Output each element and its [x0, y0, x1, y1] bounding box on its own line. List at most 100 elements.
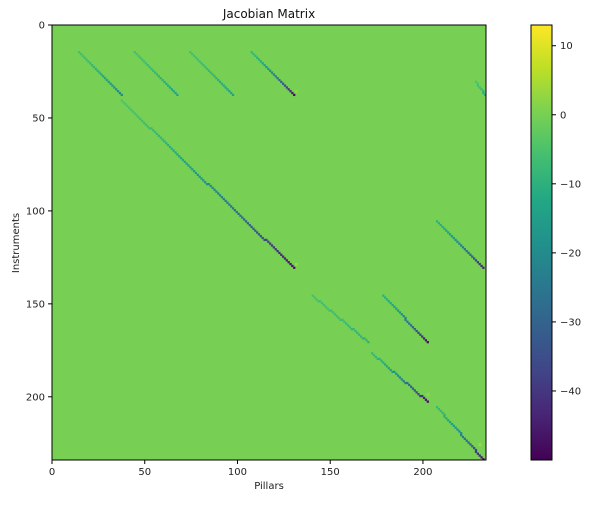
- heatmap-cell: [280, 80, 283, 84]
- heatmap-cell: [413, 389, 416, 392]
- heatmap-cell: [439, 409, 442, 413]
- heatmap-cell: [287, 261, 290, 264]
- heatmap-cell: [415, 391, 418, 394]
- heatmap-cell: [181, 158, 185, 162]
- heatmap-cell: [209, 184, 212, 188]
- heatmap-cell: [152, 129, 155, 132]
- heatmap-cell: [473, 446, 476, 450]
- heatmap-cell: [313, 296, 316, 299]
- heatmap-cell: [166, 143, 170, 147]
- heatmap-cell: [231, 93, 235, 97]
- y-tick-label: 50: [32, 113, 45, 124]
- colorbar-tick-label: −20: [560, 248, 581, 259]
- heatmap-cell: [176, 153, 179, 156]
- heatmap-cell: [458, 430, 461, 433]
- colorbar-tick-label: 10: [560, 41, 573, 52]
- heatmap-cell: [452, 424, 455, 427]
- heatmap-cell: [480, 88, 483, 91]
- heatmap-cell: [83, 56, 86, 59]
- heatmap-cell: [465, 439, 468, 442]
- heatmap-cell: [211, 73, 214, 76]
- heatmap-cell: [200, 177, 203, 180]
- heatmap-cell: [165, 142, 168, 145]
- heatmap-cell: [474, 450, 478, 453]
- heatmap-cell: [326, 307, 329, 310]
- heatmap-cell: [332, 311, 335, 314]
- heatmap-cell: [215, 77, 218, 80]
- heatmap-cell: [172, 149, 175, 152]
- heatmap-cell: [424, 398, 428, 401]
- heatmap-cell: [252, 227, 255, 230]
- heatmap-cell: [259, 235, 262, 238]
- heatmap-cell: [170, 88, 173, 91]
- heatmap-cell: [404, 381, 407, 385]
- heatmap-plot-area: [51, 24, 487, 461]
- heatmap-cell: [285, 259, 288, 262]
- heatmap-cell: [482, 90, 485, 93]
- heatmap-cell: [404, 316, 407, 320]
- heatmap-cell: [460, 244, 463, 247]
- heatmap-cell: [187, 164, 190, 167]
- heatmap-cell: [137, 116, 140, 119]
- heatmap-cell: [374, 355, 377, 359]
- heatmap-cell: [415, 329, 418, 333]
- heatmap-cell: [170, 147, 173, 150]
- heatmap-cell: [398, 311, 402, 314]
- heatmap-cell: [142, 121, 146, 124]
- heatmap-cell: [202, 179, 205, 182]
- heatmap-cell: [448, 420, 452, 424]
- heatmap-cell: [404, 318, 407, 321]
- heatmap-cell: [115, 88, 118, 91]
- heatmap-cell: [439, 223, 442, 227]
- heatmap-cell: [252, 52, 255, 56]
- heatmap-cell: [161, 138, 164, 141]
- heatmap-cell: [402, 380, 405, 383]
- heatmap-cell: [445, 417, 448, 420]
- heatmap-cell: [393, 305, 396, 308]
- heatmap-cell: [230, 205, 233, 208]
- heatmap-cell: [385, 298, 389, 301]
- x-tick-label: 100: [228, 467, 247, 478]
- heatmap-cell: [200, 62, 203, 65]
- heatmap-cell: [478, 454, 481, 457]
- heatmap-cell: [294, 262, 298, 266]
- heatmap-cell: [168, 86, 172, 89]
- heatmap-cell: [270, 244, 274, 247]
- heatmap-cell: [391, 370, 394, 374]
- heatmap-cell: [447, 419, 450, 422]
- heatmap-cell: [107, 80, 110, 84]
- heatmap-cell: [256, 56, 259, 59]
- heatmap-cell: [191, 168, 194, 171]
- colorbar-tick-label: −30: [560, 317, 581, 328]
- y-axis-ticks: 0 50 100 150 200: [26, 21, 52, 403]
- heatmap-cell: [287, 88, 290, 91]
- heatmap-cell: [330, 309, 333, 312]
- heatmap-cell: [471, 445, 474, 448]
- x-axis-ticks: 0 50 100 150 200: [49, 460, 432, 478]
- heatmap-cell: [220, 82, 224, 85]
- heatmap-cell: [421, 394, 424, 398]
- heatmap-cell: [293, 93, 296, 97]
- heatmap-cell: [456, 240, 459, 243]
- heatmap-cell: [283, 84, 287, 87]
- heatmap-cell: [341, 318, 344, 321]
- heatmap-cell: [274, 248, 277, 251]
- heatmap-cell: [378, 357, 381, 361]
- heatmap-cell: [450, 422, 454, 426]
- colorbar-tick-label: 0: [560, 110, 566, 121]
- heatmap-cell: [159, 136, 162, 139]
- heatmap-cell: [363, 337, 366, 340]
- heatmap-cell: [278, 78, 281, 82]
- heatmap-cell: [281, 255, 285, 258]
- heatmap-cell: [257, 58, 261, 61]
- heatmap-cell: [124, 103, 127, 106]
- heatmap-cell: [484, 93, 487, 97]
- heatmap-cell: [396, 374, 400, 377]
- colorbar-tick-label: −10: [560, 179, 581, 190]
- heatmap-cell: [443, 227, 446, 230]
- heatmap-cell: [293, 266, 296, 269]
- heatmap-cell: [354, 329, 357, 333]
- heatmap-cell: [178, 155, 181, 158]
- heatmap-cell: [157, 75, 160, 78]
- heatmap-cell: [437, 222, 441, 225]
